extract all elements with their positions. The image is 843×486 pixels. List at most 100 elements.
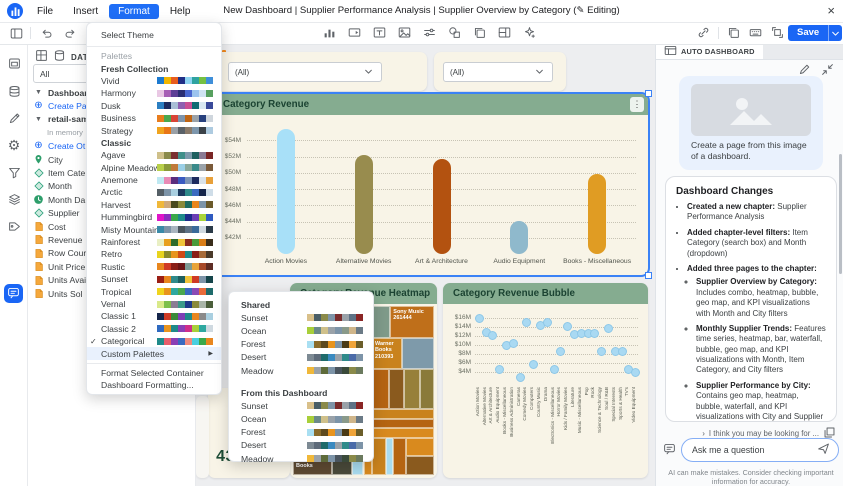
layers-icon[interactable] — [6, 191, 22, 207]
treemap-cell[interactable] — [401, 338, 434, 369]
bubble-cameras[interactable] — [515, 373, 525, 383]
edit-icon[interactable] — [6, 110, 22, 126]
treemap-cell[interactable] — [371, 419, 434, 428]
chat-panel-icon[interactable] — [663, 442, 676, 458]
bubble-business-administration[interactable] — [508, 339, 518, 349]
field-item-units-avai[interactable]: Units Avai — [27, 273, 195, 286]
treemap-cell[interactable] — [371, 437, 387, 475]
shapes-icon[interactable] — [447, 25, 462, 40]
treemap-cell[interactable] — [393, 437, 406, 475]
treemap-cell[interactable] — [371, 409, 434, 420]
menu-item-format-selected-container[interactable]: Format Selected Container — [101, 367, 204, 378]
bubble-drama[interactable] — [542, 318, 552, 328]
treemap-cell-warner-books[interactable]: Warner Books 210393 — [371, 338, 402, 369]
custom-palette-item-forest[interactable]: Forest — [229, 426, 373, 439]
layout-icon[interactable] — [497, 25, 512, 40]
toggle-panel-icon[interactable] — [8, 25, 24, 41]
palette-item-hummingbird[interactable]: Hummingbird — [87, 211, 221, 223]
bubble-rock[interactable] — [590, 328, 600, 338]
field-item-month[interactable]: Month — [27, 180, 195, 193]
control-icon[interactable] — [422, 25, 437, 40]
palette-item-vivid[interactable]: Vivid — [87, 75, 221, 87]
menu-item-custom-palettes[interactable]: Custom Palettes ▶ — [87, 347, 221, 360]
visuals-icon[interactable] — [6, 55, 22, 71]
tree-group-dashboard-p[interactable]: ▼ Dashboard P — [27, 86, 195, 99]
custom-palette-item-meadow[interactable]: Meadow — [229, 364, 373, 377]
bar-art-architecture[interactable] — [432, 158, 451, 254]
restore-icon[interactable] — [823, 426, 836, 441]
bubble-art-architecture[interactable] — [488, 331, 498, 341]
field-item-city[interactable]: City — [27, 153, 195, 166]
palette-item-harvest[interactable]: Harvest — [87, 199, 221, 211]
palette-item-retro[interactable]: Retro — [87, 248, 221, 260]
palette-item-classic-2[interactable]: Classic 2 — [87, 323, 221, 335]
palette-item-business[interactable]: Business — [87, 112, 221, 124]
text-box-icon[interactable] — [372, 25, 387, 40]
field-item-unit-price[interactable]: Unit Price — [27, 260, 195, 273]
palette-item-strategy[interactable]: Strategy — [87, 124, 221, 136]
palette-item-sunset[interactable]: Sunset — [87, 273, 221, 285]
save-button[interactable]: Save — [788, 25, 843, 41]
menu-insert[interactable]: Insert — [73, 5, 99, 17]
category-revenue-bubble[interactable]: Category Revenue Bubble $4M $6M $8M $10M $12… — [443, 283, 648, 478]
treemap-cell[interactable] — [388, 368, 405, 410]
field-item-create-pa[interactable]: ⊕ Create Pa — [27, 99, 195, 112]
grid-icon[interactable] — [35, 49, 48, 65]
treemap-cell[interactable] — [419, 368, 434, 410]
palette-item-alpine-meadow[interactable]: Alpine Meadow — [87, 162, 221, 174]
field-item-create-ot[interactable]: ⊕ Create Ot — [27, 140, 195, 153]
bubble-computers[interactable] — [529, 359, 539, 369]
menu-format[interactable]: Format — [109, 3, 159, 19]
treemap-cell[interactable] — [371, 368, 389, 410]
ask-question-input[interactable] — [690, 444, 811, 456]
palette-item-categorical[interactable]: ✓ Categorical — [87, 335, 221, 347]
menu-item-select-theme[interactable]: Select Theme — [101, 30, 154, 40]
redo-icon[interactable] — [62, 25, 78, 41]
bubble-video-equipment[interactable] — [631, 367, 641, 377]
expand-icon[interactable] — [770, 25, 785, 40]
palette-item-classic-1[interactable]: Classic 1 — [87, 310, 221, 322]
palette-item-misty-mountains[interactable]: Misty Mountains — [87, 223, 221, 235]
image-upload-card[interactable]: Create a page from this image of a dashb… — [679, 76, 823, 170]
suggestion-row[interactable]: › I think you may be looking for ... — [702, 426, 836, 441]
kpi-visual-icon[interactable] — [347, 25, 362, 40]
image-icon[interactable] — [397, 25, 412, 40]
datasets-icon[interactable] — [6, 83, 22, 99]
bubble-electronics-miscellaneous[interactable] — [549, 364, 559, 374]
tab-auto-dashboard[interactable]: AUTO DASHBOARD — [656, 44, 763, 59]
field-item-month-da[interactable]: Month Da — [27, 193, 195, 206]
menu-file[interactable]: File — [37, 5, 54, 17]
tree-group-retail-sample-[interactable]: ▼ retail-sample- — [27, 113, 195, 126]
menu-help[interactable]: Help — [169, 5, 191, 17]
field-item-revenue[interactable]: Revenue — [27, 233, 195, 246]
treemap-cell-sony-music[interactable]: Sony Music 261444 — [390, 306, 434, 339]
bubble-action-movies[interactable] — [474, 314, 484, 324]
bar-chart-icon[interactable] — [322, 25, 337, 40]
bubble-comedy-movies[interactable] — [522, 317, 532, 327]
filter-icon[interactable] — [6, 164, 22, 180]
palette-item-agave[interactable]: Agave — [87, 149, 221, 161]
palette-item-rainforest[interactable]: Rainforest — [87, 236, 221, 248]
keyboard-icon[interactable] — [748, 25, 763, 40]
custom-palette-item-ocean[interactable]: Ocean — [229, 413, 373, 426]
menu-item-dashboard-formatting[interactable]: Dashboard Formatting... — [101, 380, 194, 391]
palette-item-tropical[interactable]: Tropical — [87, 285, 221, 297]
custom-palette-item-forest[interactable]: Forest — [229, 338, 373, 351]
bubble-science-technology[interactable] — [597, 347, 607, 357]
bar-alternative-movies[interactable] — [354, 154, 373, 254]
close-icon[interactable]: × — [827, 3, 835, 18]
scrollbar[interactable] — [839, 154, 842, 274]
bubble-kids-family-movies[interactable] — [563, 321, 573, 331]
treemap-cell[interactable] — [405, 456, 434, 475]
assistant-icon[interactable] — [4, 284, 23, 303]
settings-icon[interactable]: ⚙ — [7, 137, 21, 153]
link-icon[interactable] — [696, 25, 711, 40]
field-item-row-cour[interactable]: Row Cour — [27, 247, 195, 260]
field-item-supplier[interactable]: Supplier — [27, 207, 195, 220]
bar-action-movies[interactable] — [276, 128, 295, 254]
copy-icon[interactable] — [726, 25, 741, 40]
palette-item-vernal[interactable]: Vernal — [87, 298, 221, 310]
resize-handle[interactable] — [645, 90, 652, 97]
treemap-cell[interactable] — [404, 368, 420, 410]
palette-item-arctic[interactable]: Arctic — [87, 186, 221, 198]
